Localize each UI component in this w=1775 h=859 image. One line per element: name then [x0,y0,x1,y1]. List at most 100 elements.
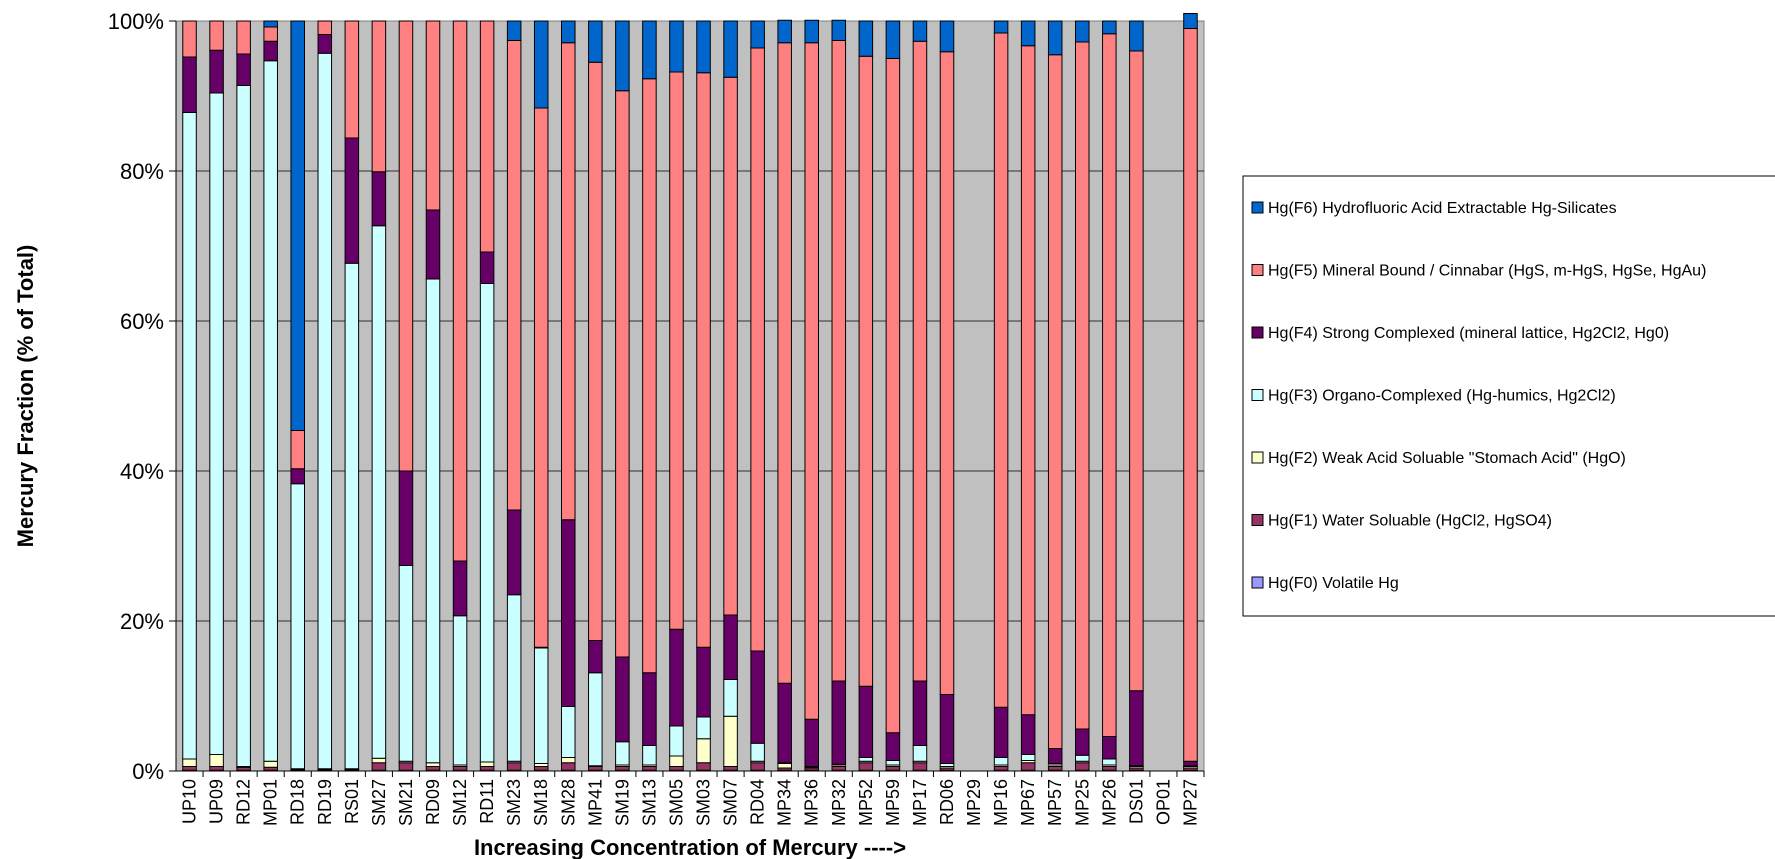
bar-segment [371,171,387,227]
x-tick-label: RD06 [937,779,957,825]
bar-segment [425,766,441,771]
bar-segment [398,762,414,771]
legend-swatch [1251,264,1264,276]
bar-segment [1183,760,1198,767]
bar-segment [885,58,901,734]
bar-segment [642,672,657,746]
bar-segment [506,20,522,41]
bar-segment [182,56,197,113]
x-tick-label: SM12 [450,779,470,826]
legend-label: Hg(F2) Weak Acid Soluable "Stomach Acid"… [1268,450,1626,467]
bar-segment [344,20,360,139]
x-tick-label: DS01 [1126,779,1146,824]
bar-segment [723,766,738,771]
bar-segment [615,766,630,771]
bar-segment [263,760,278,768]
bar-segment [1020,20,1036,47]
bar-segment [777,42,792,684]
bar-segment [669,628,684,727]
x-tick-label: RS01 [342,779,362,824]
bar-segment [290,468,306,485]
bar-segment [642,20,657,80]
bar-segment [479,761,495,767]
bar-segment [615,90,630,658]
bar-segment [398,470,414,566]
bar-segment [912,762,928,771]
bar-segment [1020,45,1036,716]
bar-segment [1075,41,1090,730]
bars [182,13,1198,772]
bar-segment [561,519,576,707]
bar-segment [533,766,549,771]
bar-segment [939,694,955,764]
bar-segment [912,680,928,746]
bar-segment [263,40,278,62]
bar-segment [561,762,576,771]
bar-segment [452,766,468,771]
bar-segment [561,706,576,758]
bar-segment [696,20,711,74]
x-tick-label: OP01 [1153,779,1173,825]
x-tick-label: SM21 [396,779,416,826]
y-tick-label: 0% [132,759,164,784]
bar-segment [1020,762,1036,771]
legend-label: Hg(F6) Hydrofluoric Acid Extractable Hg-… [1268,200,1617,217]
bar-segment [993,32,1009,708]
bar-segment [750,650,765,744]
bar-segment [344,262,360,770]
bar-segment [209,20,224,51]
y-tick-label: 60% [120,309,164,334]
bar-segment [317,34,333,54]
bar-segment [263,26,278,42]
bar-segment [533,20,549,109]
y-tick-label: 100% [108,9,164,34]
bar-segment [588,672,603,767]
y-tick-label: 20% [120,609,164,634]
bar-segment [642,78,657,674]
bar-segment [371,757,387,764]
bar-segment [831,19,847,41]
bar-segment [209,754,224,767]
bar-segment [561,42,576,521]
x-tick-label: RD11 [477,779,497,824]
legend-swatch [1251,451,1264,464]
bar-segment [669,71,684,630]
bar-segment [1102,33,1117,737]
bar-segment [696,738,711,764]
bar-segment [561,757,576,764]
legend-swatch [1251,389,1264,401]
x-tick-label: SM19 [612,779,632,826]
bar-segment [669,755,684,767]
bar-segment [317,52,333,770]
bar-segment [804,19,820,44]
x-tick-label: MP36 [802,779,822,826]
bar-segment [885,760,901,766]
bar-segment [182,758,197,767]
x-tick-label: UP10 [180,779,200,824]
bar-segment [506,594,522,762]
legend-label: Hg(F4) Strong Complexed (mineral lattice… [1268,325,1669,342]
bar-segment [696,762,711,771]
x-tick-label: MP32 [829,779,849,826]
legend-swatch [1251,326,1264,339]
bar-segment [1047,748,1063,764]
bar-segment [209,49,224,94]
bar-segment [642,745,657,766]
bar-segment [1183,13,1198,29]
legend-box [1242,175,1775,617]
bar-segment [344,137,360,264]
bar-segment [533,107,549,648]
bar-segment [1102,766,1117,771]
x-tick-label: SM23 [504,779,524,826]
bar-segment [452,560,468,617]
bar-segment [912,40,928,682]
bar-segment [993,766,1009,771]
bar-segment [723,715,738,767]
legend-label: Hg(F5) Mineral Bound / Cinnabar (HgS, m-… [1268,263,1706,280]
bar-segment [425,762,441,767]
y-tick-label: 40% [120,459,164,484]
bar-segment [858,20,874,57]
bar-segment [209,766,224,771]
bar-segment [858,685,874,758]
bar-segment [615,741,630,766]
